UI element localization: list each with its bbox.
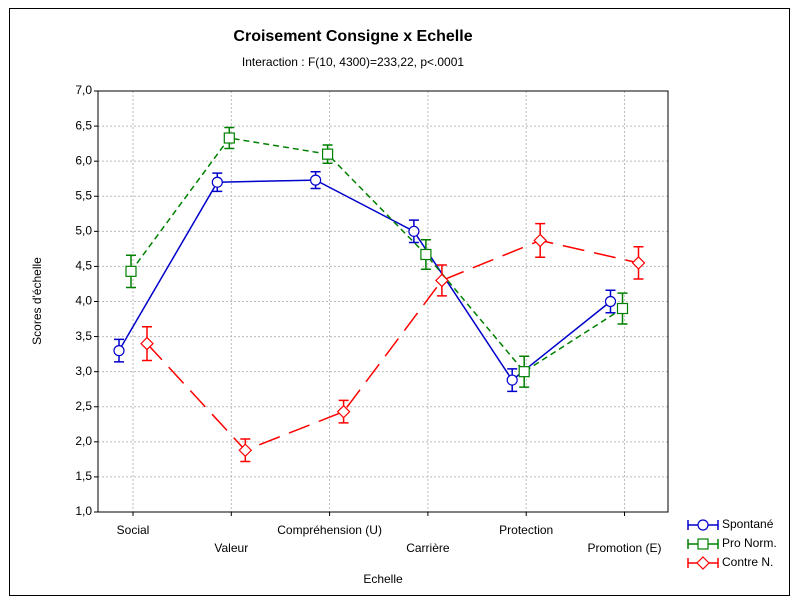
legend-marker xyxy=(697,538,709,550)
y-tick-label: 1,5 xyxy=(75,469,92,483)
y-tick-label: 6,5 xyxy=(75,118,92,132)
legend-cap xyxy=(687,520,719,530)
series-line xyxy=(130,137,623,373)
legend-label: Spontané xyxy=(722,517,774,531)
data-point xyxy=(533,233,548,248)
data-point xyxy=(435,273,449,288)
x-axis-label: Echelle xyxy=(363,572,403,586)
x-tick-label: Compréhension (U) xyxy=(277,523,382,537)
series-line xyxy=(146,239,639,452)
plot-frame xyxy=(97,90,669,513)
legend-marker xyxy=(696,556,710,570)
data-point xyxy=(140,336,154,351)
data-point xyxy=(125,265,137,277)
data-point xyxy=(518,366,530,378)
data-point xyxy=(223,132,235,144)
legend-cap xyxy=(687,539,719,549)
legend-marker xyxy=(697,519,709,531)
data-point xyxy=(408,225,420,237)
legend-label: Pro Norm. xyxy=(722,536,777,550)
y-tick-label: 3,5 xyxy=(75,329,92,343)
data-point xyxy=(113,345,125,357)
y-tick-label: 4,5 xyxy=(75,259,92,273)
data-point xyxy=(211,176,223,188)
x-tick-label: Promotion (E) xyxy=(587,541,661,555)
y-tick-label: 1,0 xyxy=(75,504,92,518)
y-tick-label: 2,5 xyxy=(75,399,92,413)
data-point xyxy=(310,174,322,186)
y-tick-label: 5,0 xyxy=(75,224,92,238)
data-point xyxy=(420,248,432,261)
chart-title: Croisement Consigne x Echelle xyxy=(233,28,472,45)
data-point xyxy=(631,256,646,270)
data-point xyxy=(604,295,617,308)
y-axis-label: Scores d'échelle xyxy=(30,257,44,345)
data-point xyxy=(616,302,629,315)
y-tick-label: 4,0 xyxy=(75,294,92,308)
data-point xyxy=(238,443,253,458)
data-point xyxy=(506,374,518,386)
x-tick-label: Carrière xyxy=(406,541,450,555)
x-tick-label: Protection xyxy=(499,523,553,537)
x-tick-label: Valeur xyxy=(214,541,248,555)
data-point xyxy=(322,148,334,160)
data-point xyxy=(336,404,351,419)
y-tick-label: 2,0 xyxy=(75,434,92,448)
legend-cap xyxy=(687,558,719,568)
legend-label: Contre N. xyxy=(722,555,773,569)
x-tick-label: Social xyxy=(117,523,150,537)
y-tick-label: 6,0 xyxy=(75,153,92,167)
y-tick-label: 3,0 xyxy=(75,364,92,378)
y-tick-label: 7,0 xyxy=(75,83,92,97)
y-tick-label: 5,5 xyxy=(75,188,92,202)
chart-subtitle: Interaction : F(10, 4300)=233,22, p<.000… xyxy=(242,55,464,69)
